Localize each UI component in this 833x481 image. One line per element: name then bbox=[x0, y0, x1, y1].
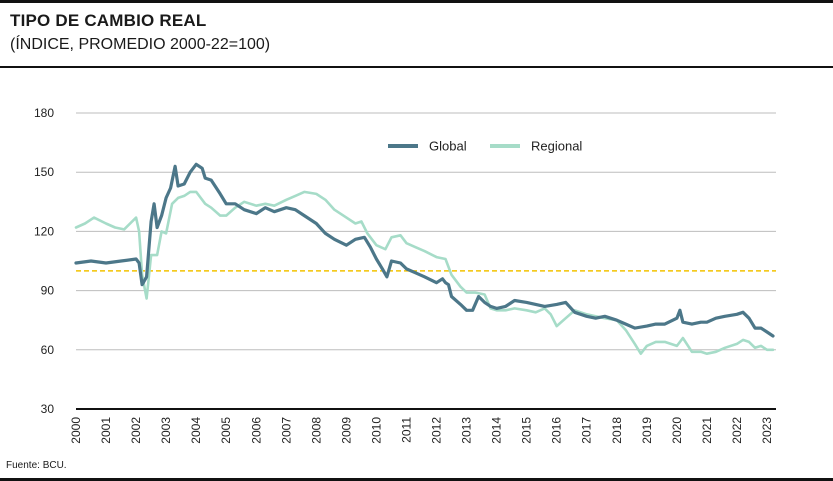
legend-label-global: Global bbox=[429, 139, 467, 154]
x-tick-label: 2011 bbox=[399, 417, 413, 443]
legend-label-regional: Regional bbox=[531, 139, 582, 154]
x-tick-label: 2008 bbox=[309, 417, 323, 444]
y-tick-label: 120 bbox=[34, 224, 54, 238]
series-lines bbox=[74, 162, 775, 355]
y-tick-label: 90 bbox=[41, 284, 55, 298]
x-tick-label: 2004 bbox=[189, 417, 203, 444]
chart-title: TIPO DE CAMBIO REAL bbox=[10, 11, 207, 30]
legend: Global Regional bbox=[388, 139, 582, 154]
x-tick-label: 2002 bbox=[129, 417, 143, 444]
y-axis-ticks: 30 60 90 120 150 180 bbox=[34, 106, 54, 416]
gridlines bbox=[76, 112, 776, 410]
x-tick-label: 2000 bbox=[69, 417, 83, 444]
series-line-regional bbox=[74, 190, 775, 355]
x-tick-label: 2018 bbox=[610, 417, 624, 444]
x-tick-label: 2016 bbox=[550, 417, 564, 444]
x-tick-label: 2007 bbox=[279, 417, 293, 444]
x-tick-label: 2006 bbox=[249, 417, 263, 444]
x-tick-label: 2009 bbox=[339, 417, 353, 444]
top-rule bbox=[0, 0, 833, 3]
x-tick-label: 2017 bbox=[580, 417, 594, 444]
header-rule bbox=[0, 66, 833, 68]
y-tick-label: 180 bbox=[34, 106, 54, 120]
x-tick-label: 2014 bbox=[490, 417, 504, 444]
series-line-global bbox=[74, 162, 775, 338]
x-axis-ticks: 2000 2001 2002 2003 2004 2005 2006 2007 2008 2009… bbox=[69, 417, 774, 444]
x-tick-label: 2023 bbox=[760, 417, 774, 444]
y-tick-label: 150 bbox=[34, 165, 54, 179]
x-tick-label: 2012 bbox=[430, 417, 444, 444]
x-tick-label: 2020 bbox=[670, 417, 684, 444]
x-tick-label: 2021 bbox=[700, 417, 714, 444]
x-tick-label: 2013 bbox=[460, 417, 474, 444]
y-tick-label: 60 bbox=[41, 343, 55, 357]
chart-subtitle: (ÍNDICE, PROMEDIO 2000-22=100) bbox=[10, 36, 271, 53]
x-tick-label: 2001 bbox=[99, 417, 113, 444]
x-tick-label: 2003 bbox=[159, 417, 173, 444]
x-tick-label: 2005 bbox=[219, 417, 233, 444]
x-tick-label: 2015 bbox=[520, 417, 534, 444]
x-tick-label: 2010 bbox=[369, 417, 383, 444]
bottom-rule bbox=[0, 478, 833, 481]
x-tick-label: 2019 bbox=[640, 417, 654, 444]
source-note: Fuente: BCU. bbox=[6, 460, 67, 471]
x-tick-label: 2022 bbox=[730, 417, 744, 444]
y-tick-label: 30 bbox=[41, 402, 55, 416]
